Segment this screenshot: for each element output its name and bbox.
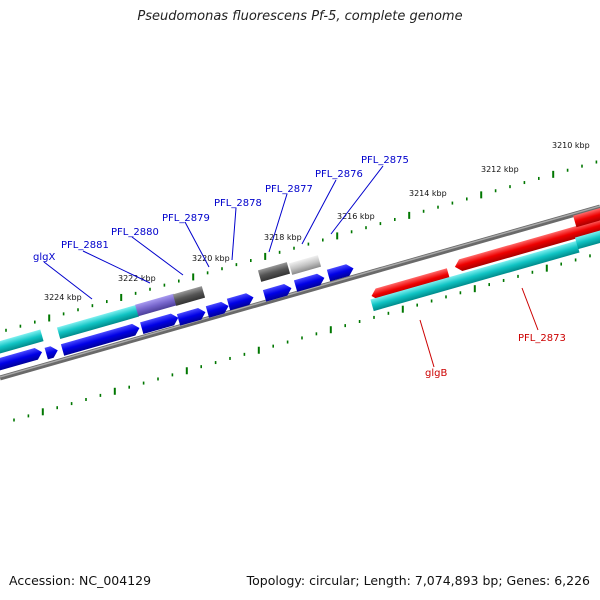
cds-offscreen[interactable] bbox=[573, 204, 600, 228]
gene-label-pfl-2880[interactable]: PFL_2880 bbox=[111, 227, 159, 238]
cds-pfl-2880-b[interactable] bbox=[176, 306, 207, 326]
label-leaders bbox=[43, 165, 539, 368]
footer-accession: Accession: NC_004129 bbox=[9, 573, 152, 588]
band-pfl-2880[interactable] bbox=[135, 293, 177, 317]
band-pfl-2879[interactable] bbox=[172, 286, 206, 306]
band-offscreen[interactable] bbox=[574, 228, 600, 250]
scale-label: 3222 kbp bbox=[118, 274, 156, 283]
footer-stats: Topology: circular; Length: 7,074,893 bp… bbox=[246, 573, 590, 588]
cds-pfl-2873[interactable] bbox=[453, 219, 600, 272]
scale-label: 3212 kbp bbox=[481, 165, 519, 174]
cds-pfl-2876[interactable] bbox=[293, 272, 326, 292]
gene-label-pfl-2879[interactable]: PFL_2879 bbox=[162, 213, 210, 224]
band-pfl-2873-glgb[interactable] bbox=[370, 240, 580, 312]
band-pfl-2877[interactable] bbox=[257, 262, 291, 282]
feature-track bbox=[0, 204, 600, 372]
genome-backbone-highlight bbox=[0, 205, 600, 378]
scale-label: 3210 kbp bbox=[552, 141, 590, 150]
cds-pfl-2875[interactable] bbox=[326, 263, 355, 282]
band-pfl-2876[interactable] bbox=[288, 255, 322, 275]
cds-pfl-2880[interactable] bbox=[140, 312, 180, 334]
scale-label: 3216 kbp bbox=[337, 212, 375, 221]
gene-label-glgx[interactable]: glgX bbox=[33, 252, 55, 263]
genome-backbone bbox=[0, 204, 600, 381]
gene-label-pfl-2881[interactable]: PFL_2881 bbox=[61, 240, 109, 251]
cds-pfl-2877[interactable] bbox=[262, 282, 293, 302]
cds-glgx[interactable] bbox=[44, 345, 60, 360]
gene-label-pfl-2875[interactable]: PFL_2875 bbox=[361, 155, 409, 166]
scale-label: 3218 kbp bbox=[264, 233, 302, 242]
cds-pfl-2878[interactable] bbox=[226, 292, 255, 311]
cds-pfl-2879[interactable] bbox=[205, 300, 230, 318]
scale-label: 3214 kbp bbox=[409, 189, 447, 198]
cds-left[interactable] bbox=[0, 346, 44, 372]
gene-label-glgb[interactable]: glgB bbox=[425, 368, 447, 379]
band-left[interactable] bbox=[0, 329, 44, 357]
scale-label: 3220 kbp bbox=[192, 254, 230, 263]
cds-glgb[interactable] bbox=[370, 268, 451, 301]
gene-label-pfl-2876[interactable]: PFL_2876 bbox=[315, 169, 363, 180]
scale-ticks bbox=[5, 160, 598, 422]
scale-label: 3224 kbp bbox=[44, 293, 82, 302]
gene-label-pfl-2878[interactable]: PFL_2878 bbox=[214, 198, 262, 209]
band-glgx[interactable] bbox=[56, 304, 140, 340]
genome-title: Pseudomonas fluorescens Pf-5, complete g… bbox=[137, 9, 463, 24]
gene-label-pfl-2873[interactable]: PFL_2873 bbox=[518, 333, 566, 344]
gene-label-pfl-2877[interactable]: PFL_2877 bbox=[265, 184, 313, 195]
cds-pfl-2881[interactable] bbox=[60, 322, 141, 356]
